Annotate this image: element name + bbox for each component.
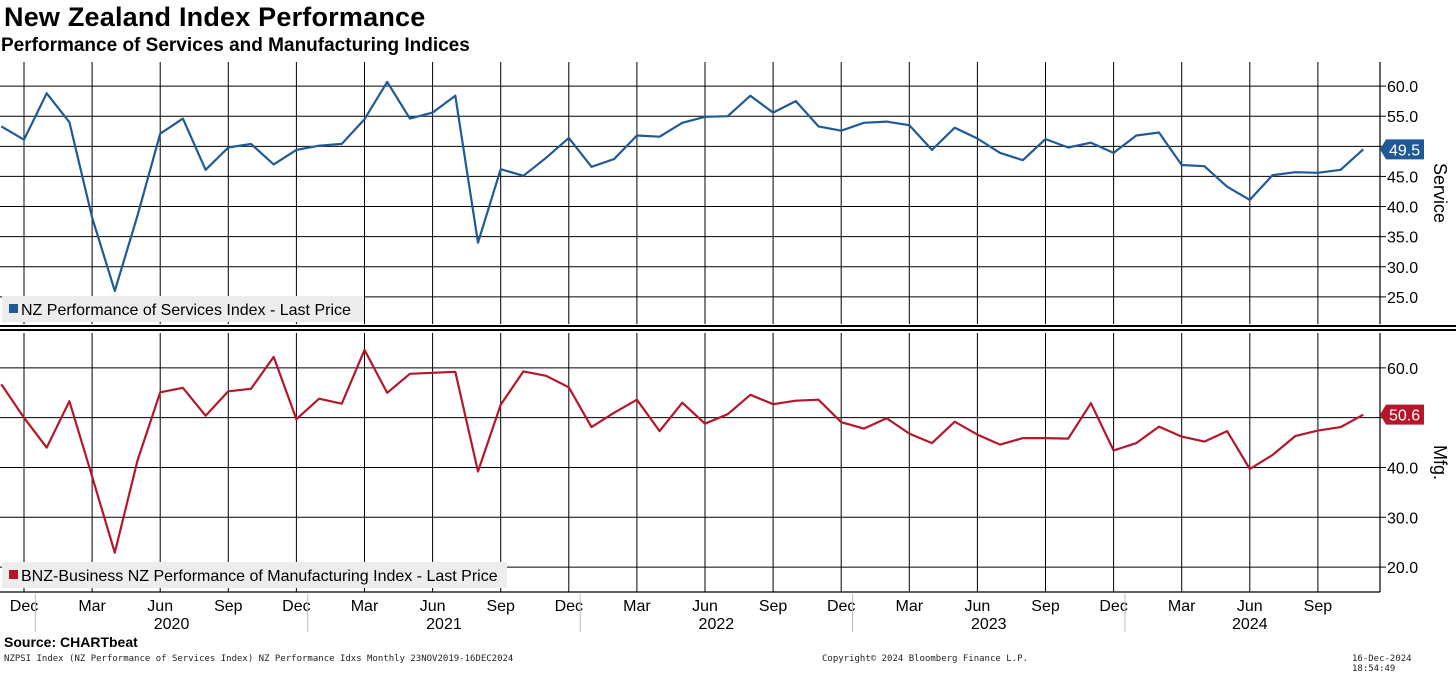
x-tick-label: Dec bbox=[827, 598, 855, 615]
x-year-label: 2020 bbox=[154, 616, 190, 633]
x-tick-label: Mar bbox=[351, 598, 379, 615]
y-tick-label: 45.0 bbox=[1387, 169, 1418, 186]
x-tick-label: Sep bbox=[1031, 598, 1060, 615]
legend-swatch bbox=[9, 570, 18, 579]
y-tick-label: 60.0 bbox=[1387, 361, 1418, 378]
x-tick-label: Sep bbox=[759, 598, 788, 615]
y-tick-label: 20.0 bbox=[1387, 560, 1418, 577]
x-tick-label: Jun bbox=[420, 598, 446, 615]
x-year-label: 2023 bbox=[971, 616, 1007, 633]
x-tick-label: Mar bbox=[896, 598, 924, 615]
x-year-label: 2024 bbox=[1232, 616, 1268, 633]
y-tick-label: 30.0 bbox=[1387, 510, 1418, 527]
footer-timestamp: 16-Dec-2024 18:54:49 bbox=[1352, 654, 1456, 674]
y-tick-label: 30.0 bbox=[1387, 260, 1418, 277]
x-tick-label: Sep bbox=[214, 598, 243, 615]
x-year-label: 2021 bbox=[426, 616, 462, 633]
last-value-label: 50.6 bbox=[1389, 408, 1420, 425]
last-value-label: 49.5 bbox=[1389, 142, 1420, 159]
legend-label: BNZ-Business NZ Performance of Manufactu… bbox=[21, 568, 498, 585]
x-tick-label: Dec bbox=[10, 598, 38, 615]
axis-label: Service bbox=[1430, 163, 1450, 223]
y-tick-label: 60.0 bbox=[1387, 79, 1418, 96]
source-label: Source: CHARTbeat bbox=[4, 634, 138, 650]
series-line bbox=[1, 82, 1363, 291]
y-tick-label: 40.0 bbox=[1387, 460, 1418, 477]
x-tick-label: Jun bbox=[1237, 598, 1263, 615]
x-tick-label: Sep bbox=[1304, 598, 1333, 615]
x-year-label: 2022 bbox=[699, 616, 735, 633]
footer-series-info: NZPSI Index (NZ Performance of Services … bbox=[4, 654, 513, 664]
x-tick-label: Dec bbox=[282, 598, 310, 615]
x-tick-label: Dec bbox=[555, 598, 583, 615]
axis-label: Mfg. bbox=[1430, 445, 1450, 480]
x-tick-label: Jun bbox=[965, 598, 991, 615]
y-tick-label: 25.0 bbox=[1387, 290, 1418, 307]
x-tick-label: Jun bbox=[692, 598, 718, 615]
x-tick-label: Sep bbox=[486, 598, 515, 615]
x-tick-label: Mar bbox=[623, 598, 651, 615]
series-line bbox=[1, 350, 1363, 553]
y-tick-label: 40.0 bbox=[1387, 200, 1418, 217]
y-tick-label: 35.0 bbox=[1387, 230, 1418, 247]
x-tick-label: Jun bbox=[147, 598, 173, 615]
legend-swatch bbox=[9, 304, 18, 313]
x-tick-label: Mar bbox=[78, 598, 106, 615]
y-tick-label: 55.0 bbox=[1387, 109, 1418, 126]
legend-label: NZ Performance of Services Index - Last … bbox=[21, 302, 351, 319]
footer-copyright: Copyright© 2024 Bloomberg Finance L.P. bbox=[822, 654, 1028, 664]
x-tick-label: Dec bbox=[1099, 598, 1127, 615]
x-tick-label: Mar bbox=[1168, 598, 1196, 615]
